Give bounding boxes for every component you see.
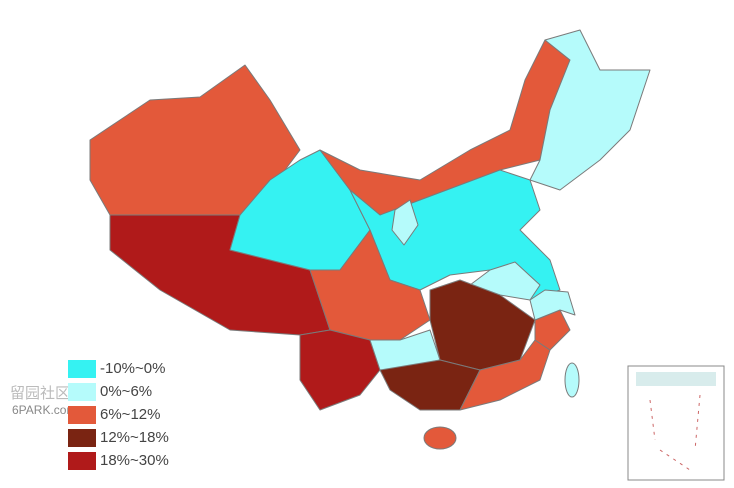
legend-label: 6%~12% (100, 406, 160, 423)
region (423, 426, 457, 450)
legend-swatch (68, 360, 96, 378)
legend-swatch (68, 452, 96, 470)
legend-label: -10%~0% (100, 360, 165, 377)
legend-swatch (68, 429, 96, 447)
region (564, 362, 580, 398)
legend-label: 12%~18% (100, 429, 169, 446)
inset-lines (649, 394, 701, 471)
region (89, 64, 301, 216)
legend-label: 18%~30% (100, 452, 169, 469)
regions (89, 29, 651, 450)
legend: -10%~0% 0%~6% 6%~12% 12%~18% 18%~30% (68, 360, 169, 470)
watermark: 6PARK.com (12, 403, 76, 417)
region (391, 199, 419, 246)
legend-swatch (68, 406, 96, 424)
region (459, 339, 551, 411)
watermark-chinese: 留园社区 (10, 385, 70, 402)
legend-label: 0%~6% (100, 383, 152, 400)
legend-swatch (68, 383, 96, 401)
region (529, 289, 576, 321)
region (529, 29, 651, 191)
inset-land (636, 372, 716, 386)
region (299, 329, 381, 411)
